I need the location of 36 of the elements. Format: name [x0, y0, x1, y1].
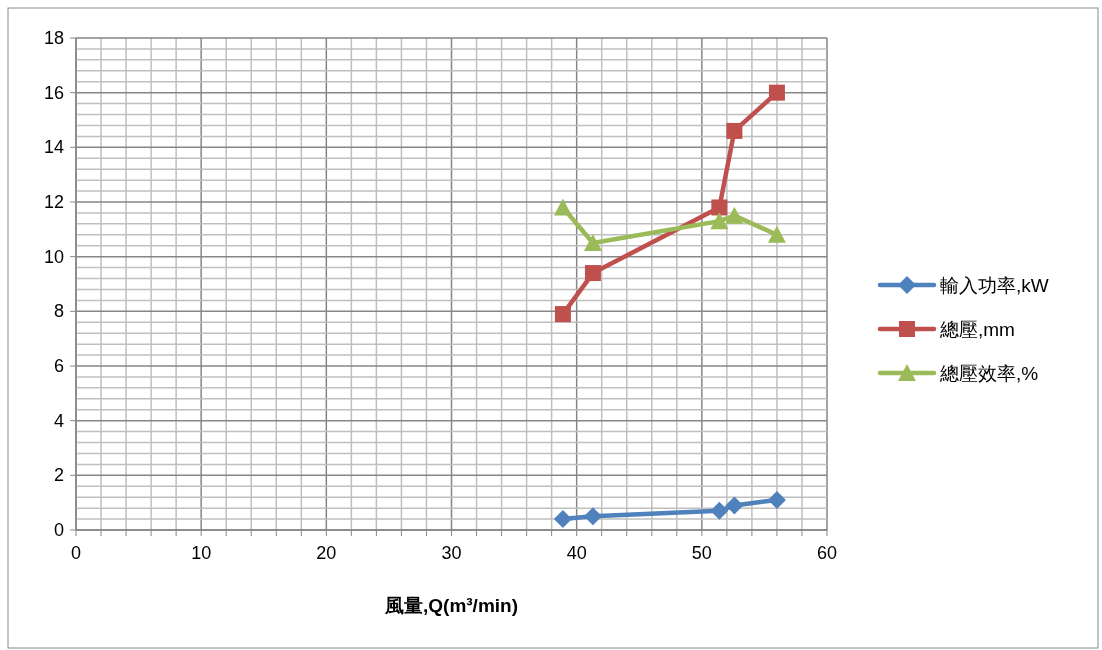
- point: [767, 225, 786, 243]
- y-tick-label: 18: [43, 28, 64, 48]
- y-tick-label: 6: [53, 356, 64, 376]
- point: [726, 122, 743, 139]
- point: [711, 199, 728, 216]
- point: [553, 198, 572, 216]
- point: [725, 206, 744, 224]
- point: [725, 496, 744, 515]
- legend-label: 輸入功率,kW: [940, 275, 1049, 296]
- x-tick-label: 60: [816, 543, 838, 563]
- point: [583, 234, 602, 251]
- y-tick-label: 14: [43, 137, 64, 158]
- point: [553, 510, 572, 529]
- x-tick-label: 0: [70, 543, 82, 563]
- y-tick-label: 4: [53, 410, 64, 431]
- y-tick-label: 12: [43, 192, 64, 212]
- x-tick-label: 10: [191, 543, 212, 563]
- point: [583, 507, 602, 526]
- point: [710, 212, 729, 230]
- point: [584, 265, 601, 282]
- y-tick-label: 0: [53, 520, 64, 540]
- y-tick-label: 8: [53, 301, 64, 322]
- point: [710, 501, 729, 520]
- x-tick-label: 50: [691, 543, 712, 563]
- y-tick-label: 2: [53, 465, 64, 486]
- x-tick-label: 40: [566, 543, 587, 563]
- y-tick-label: 16: [43, 82, 64, 103]
- point: [767, 490, 786, 509]
- legend-label: 總壓效率,%: [939, 363, 1039, 384]
- point: [768, 84, 785, 101]
- legend-label: 總壓,mm: [939, 319, 1015, 340]
- x-tick-label: 20: [316, 543, 337, 563]
- x-axis-title: 風量,Q(m³/min): [384, 595, 518, 616]
- x-tick-label: 30: [441, 543, 462, 563]
- y-tick-label: 10: [43, 246, 64, 267]
- point: [554, 306, 571, 323]
